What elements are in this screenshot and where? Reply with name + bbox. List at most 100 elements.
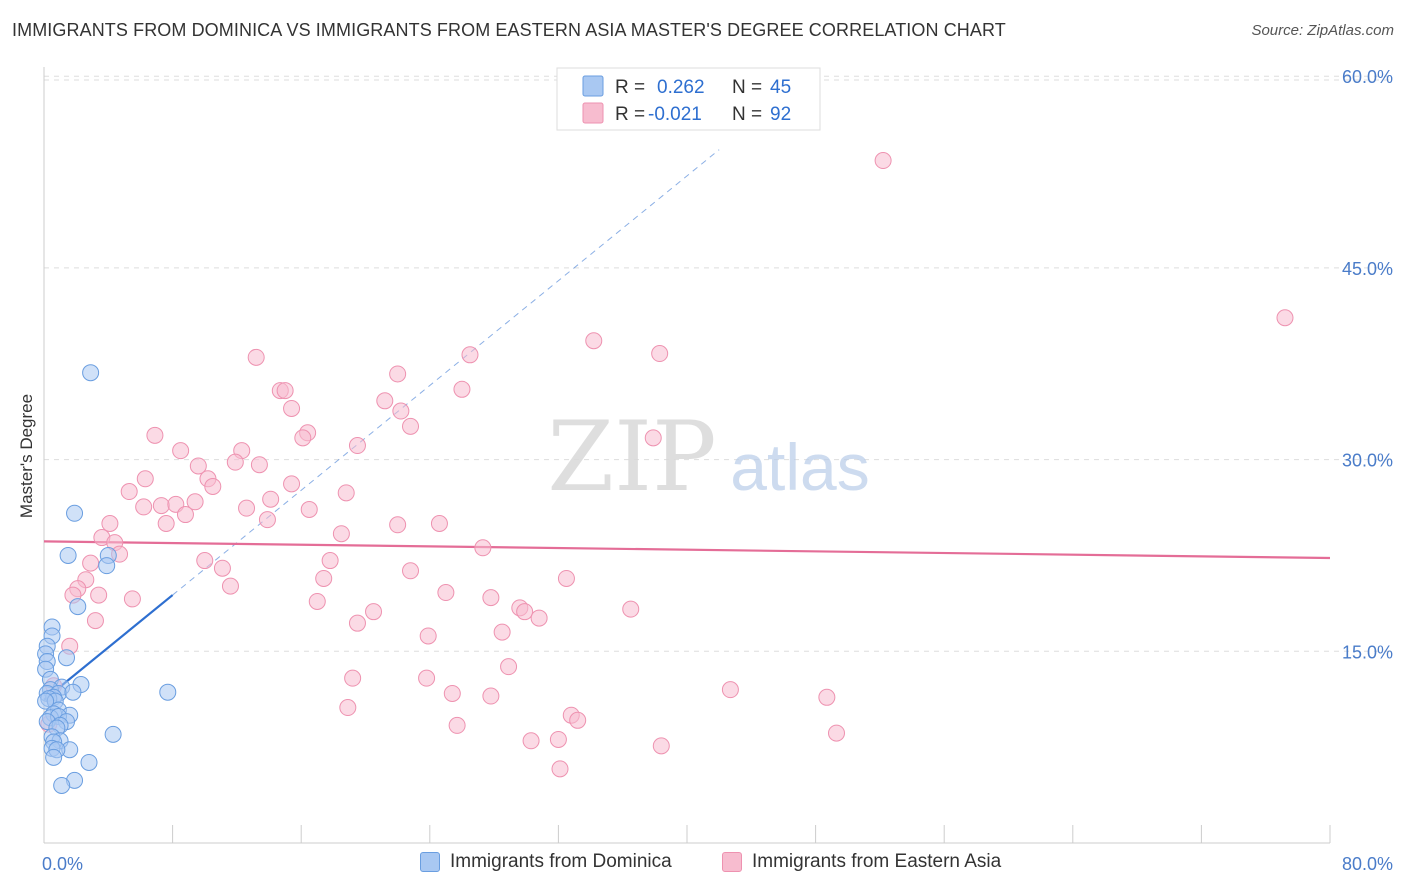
legend-n-label-dominica: N = [732,77,762,98]
trend-line-dominica-extension [172,149,720,596]
legend-swatch-eastern-asia [582,102,604,124]
point-eastern-asia [332,525,350,543]
point-eastern-asia [348,437,366,455]
point-dominica [53,776,71,794]
point-eastern-asia [152,497,170,515]
point-eastern-asia [221,577,239,595]
point-eastern-asia [258,511,276,529]
point-eastern-asia [339,699,357,717]
point-eastern-asia [827,724,845,742]
point-eastern-asia [226,453,244,471]
point-eastern-asia [482,589,500,607]
y-tick-label: 45.0% [1342,259,1393,279]
point-dominica [104,725,122,743]
point-eastern-asia [321,552,339,570]
point-eastern-asia [437,584,455,602]
point-eastern-asia [721,681,739,699]
legend-swatch-eastern-asia [722,852,742,872]
watermark-zip: ZIP [547,401,716,513]
point-eastern-asia [430,515,448,532]
point-eastern-asia [419,627,437,645]
point-eastern-asia [238,499,256,517]
legend-n-value-dominica: 45 [770,77,791,98]
point-eastern-asia [652,737,670,755]
point-dominica [59,546,77,564]
point-eastern-asia [474,539,492,557]
point-eastern-asia [82,554,100,572]
data-points [37,152,1294,794]
point-eastern-asia [344,669,362,687]
point-eastern-asia [622,600,640,618]
point-eastern-asia [569,711,587,729]
point-eastern-asia [549,730,567,748]
point-eastern-asia [186,493,204,511]
point-eastern-asia [448,716,466,734]
point-eastern-asia [90,586,108,604]
point-eastern-asia [135,498,153,516]
point-eastern-asia [196,552,214,570]
legend-correlation-box: R = 0.262 N = 45 R = -0.021 N = 92 [556,67,821,131]
chart-title: IMMIGRANTS FROM DOMINICA VS IMMIGRANTS F… [12,20,1006,40]
point-eastern-asia [522,732,540,750]
point-eastern-asia [176,506,194,524]
x-tick-label-max: 80.0% [1342,854,1393,874]
point-eastern-asia [389,516,407,534]
point-eastern-asia [585,332,603,350]
point-eastern-asia [530,609,548,627]
legend-bottom: Immigrants from Dominica Immigrants from… [0,851,1406,879]
point-eastern-asia [120,483,138,501]
y-tick-label: 30.0% [1342,451,1393,471]
point-eastern-asia [337,484,355,502]
y-tick-label: 15.0% [1342,642,1393,662]
point-eastern-asia [651,345,669,363]
y-tick-label: 60.0% [1342,67,1393,87]
point-eastern-asia [376,392,394,410]
point-dominica [64,683,82,701]
point-eastern-asia [418,669,436,687]
legend-swatch-dominica [582,75,604,97]
point-eastern-asia [389,365,407,383]
legend-r-label-eastern-asia: R = [615,104,645,125]
point-dominica [45,748,63,766]
point-eastern-asia [213,559,231,577]
point-eastern-asia [557,569,575,587]
point-eastern-asia [136,470,154,488]
point-eastern-asia [402,417,420,435]
point-dominica [98,557,116,575]
point-eastern-asia [283,475,301,493]
point-eastern-asia [516,603,534,621]
point-eastern-asia [551,760,569,778]
point-eastern-asia [644,429,662,447]
point-eastern-asia [157,515,175,532]
y-axis-label: Master's Degree [17,394,36,518]
point-dominica [58,649,76,667]
point-eastern-asia [294,429,312,447]
x-tick-label-min: 0.0% [42,854,83,874]
grid-lines [44,75,1392,652]
point-eastern-asia [276,382,294,400]
trend-line-eastern-asia [43,540,1331,560]
point-eastern-asia [453,380,471,398]
point-eastern-asia [348,614,366,632]
point-eastern-asia [482,687,500,705]
source-credit: Source: ZipAtlas.com [1251,22,1394,39]
point-eastern-asia [315,569,333,587]
point-eastern-asia [86,612,104,630]
legend-n-value-eastern-asia: 92 [770,104,791,125]
point-eastern-asia [123,590,141,608]
point-eastern-asia [146,426,164,444]
point-eastern-asia [250,456,268,474]
point-eastern-asia [189,457,207,475]
legend-swatch-dominica [420,852,440,872]
point-eastern-asia [101,515,119,532]
point-eastern-asia [402,562,420,580]
watermark-atlas: atlas [730,430,869,504]
point-eastern-asia [204,477,222,495]
legend-r-value-eastern-asia: -0.021 [648,104,702,125]
point-eastern-asia [818,688,836,706]
point-dominica [66,504,84,522]
legend-r-label-dominica: R = [615,77,645,98]
point-eastern-asia [493,623,511,641]
point-dominica [37,692,55,710]
point-dominica [69,598,87,616]
